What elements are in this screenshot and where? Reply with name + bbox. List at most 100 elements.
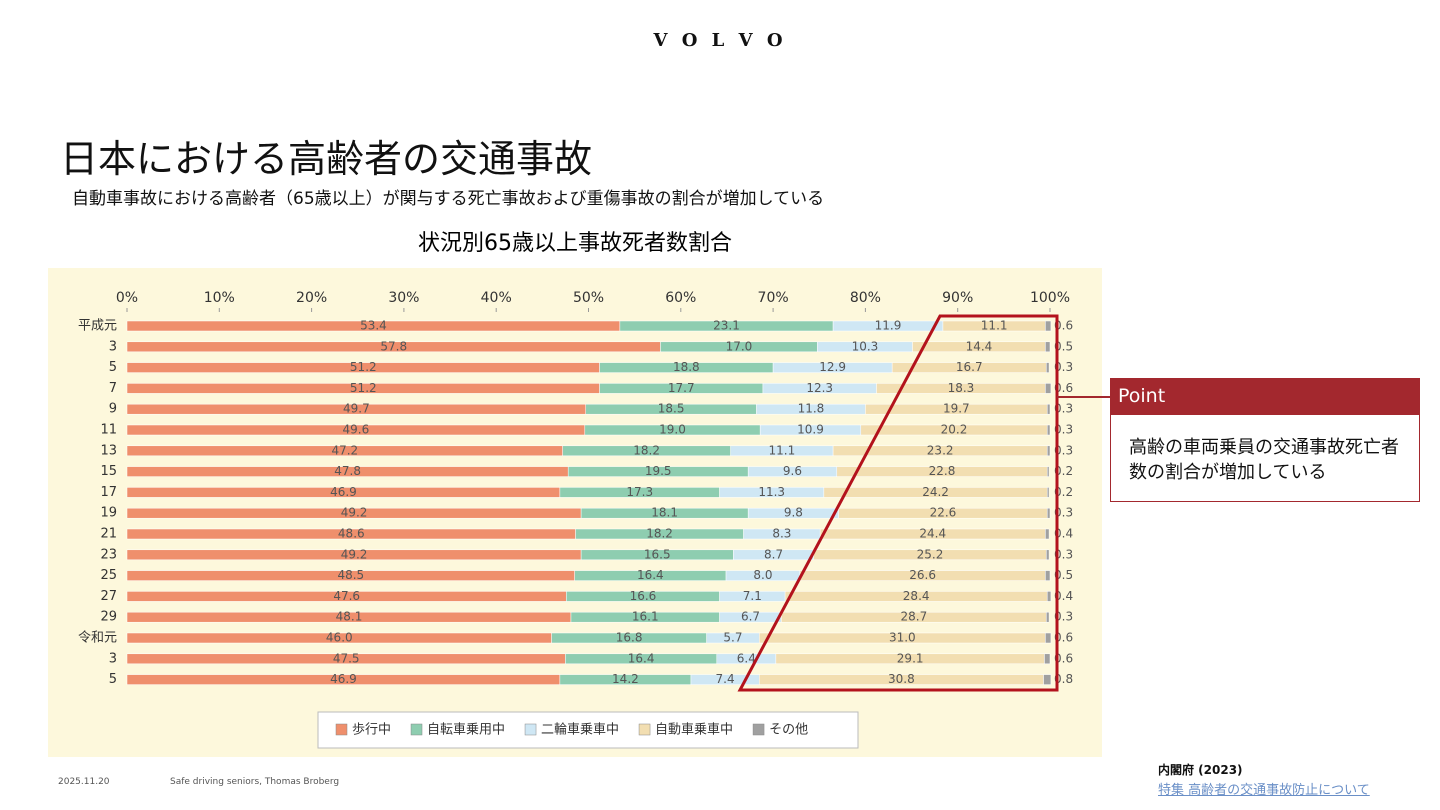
data-label: 17.7 bbox=[668, 381, 695, 395]
data-label: 57.8 bbox=[380, 339, 407, 353]
y-tick-label: 5 bbox=[109, 672, 117, 687]
data-label: 22.6 bbox=[930, 506, 957, 520]
data-label: 49.2 bbox=[341, 506, 368, 520]
plot: 0% 10% 20% 30% 40% 50% 60% 70% 80% 90% 100% 平成元 53.4… bbox=[78, 290, 1073, 738]
highlight-outline bbox=[737, 314, 1059, 692]
x-tick-label: 70% bbox=[758, 290, 789, 306]
data-label: 17.3 bbox=[626, 485, 653, 499]
legend-swatch bbox=[752, 723, 765, 736]
x-tick-label: 40% bbox=[481, 290, 512, 306]
legend-label: その他 bbox=[769, 723, 808, 738]
data-label: 0.4 bbox=[1054, 527, 1073, 541]
bar-segment bbox=[1045, 632, 1052, 644]
data-label: 18.2 bbox=[646, 527, 673, 541]
data-label: 20.2 bbox=[941, 423, 968, 437]
data-label: 25.2 bbox=[917, 547, 944, 561]
x-tick-label: 80% bbox=[850, 290, 881, 306]
data-label: 49.6 bbox=[343, 423, 370, 437]
legend-label: 自動車乗車中 bbox=[655, 723, 733, 738]
data-label: 18.8 bbox=[673, 360, 700, 374]
data-label: 8.3 bbox=[772, 527, 791, 541]
legend-swatch bbox=[335, 723, 348, 736]
legend-label: 二輪車乗車中 bbox=[541, 722, 619, 738]
slide-subtitle: 自動車事故における高齢者（65歳以上）が関与する死亡事故および重傷事故の割合が増… bbox=[72, 189, 825, 209]
bar-segment bbox=[1045, 528, 1050, 540]
slide-title: 日本における高齢者の交通事故 bbox=[60, 137, 593, 181]
data-label: 5.7 bbox=[723, 631, 742, 645]
data-label: 17.0 bbox=[726, 339, 753, 353]
y-tick-label: 19 bbox=[100, 506, 117, 521]
data-label: 28.7 bbox=[900, 610, 927, 624]
x-tick-label: 60% bbox=[665, 290, 696, 306]
x-tick-label: 0% bbox=[116, 290, 138, 306]
data-label: 24.2 bbox=[922, 485, 949, 499]
data-label: 23.1 bbox=[713, 319, 740, 333]
data-label: 16.8 bbox=[616, 631, 643, 645]
y-tick-label: 27 bbox=[100, 589, 117, 604]
data-label: 0.3 bbox=[1054, 547, 1073, 561]
data-label: 16.6 bbox=[630, 589, 657, 603]
bar-segment bbox=[1045, 341, 1051, 353]
data-label: 0.3 bbox=[1054, 506, 1073, 520]
y-tick-label: 7 bbox=[109, 381, 117, 396]
data-label: 0.6 bbox=[1054, 319, 1073, 333]
footer: Safe driving seniors, Thomas Broberg bbox=[170, 777, 340, 787]
data-label: 23.2 bbox=[927, 443, 954, 457]
bar-segment bbox=[1046, 403, 1051, 415]
x-tick-label: 20% bbox=[296, 290, 327, 306]
chart-title: 状況別65歳以上事故死者数割合 bbox=[418, 231, 732, 256]
data-label: 14.2 bbox=[612, 672, 639, 686]
y-tick-label: 平成元 bbox=[78, 319, 117, 334]
data-label: 0.5 bbox=[1054, 568, 1073, 582]
y-tick-label: 17 bbox=[100, 485, 117, 500]
data-label: 0.4 bbox=[1054, 589, 1073, 603]
data-label: 9.8 bbox=[784, 506, 803, 520]
data-label: 8.7 bbox=[764, 547, 783, 561]
data-label: 6.7 bbox=[741, 610, 760, 624]
x-tick-label: 100% bbox=[1030, 290, 1070, 306]
data-label: 0.3 bbox=[1054, 423, 1073, 437]
bar-segment bbox=[1045, 570, 1051, 581]
data-label: 0.3 bbox=[1054, 360, 1073, 374]
x-tick-label: 50% bbox=[573, 290, 604, 306]
y-tick-label: 23 bbox=[100, 547, 117, 562]
date: 2025.11.20 bbox=[58, 777, 110, 787]
data-label: 19.0 bbox=[659, 423, 686, 437]
data-label: 48.6 bbox=[338, 527, 365, 541]
bar-segment bbox=[1046, 611, 1050, 623]
data-label: 22.8 bbox=[929, 464, 956, 478]
y-tick-label: 3 bbox=[109, 339, 117, 354]
bar-segment bbox=[1046, 507, 1051, 519]
data-label: 18.3 bbox=[948, 381, 975, 395]
data-label: 28.4 bbox=[903, 589, 930, 603]
data-label: 0.6 bbox=[1054, 381, 1073, 395]
source-link[interactable]: 特集 高齢者の交通事故防止について bbox=[1158, 783, 1370, 798]
bar-segment bbox=[1046, 487, 1050, 498]
bar-segment bbox=[1046, 466, 1050, 477]
data-label: 14.4 bbox=[966, 339, 993, 353]
data-label: 7.4 bbox=[716, 672, 735, 686]
y-tick-label: 15 bbox=[100, 464, 117, 479]
data-label: 51.2 bbox=[350, 381, 377, 395]
data-label: 49.2 bbox=[341, 547, 368, 561]
y-tick-label: 3 bbox=[109, 651, 117, 666]
bar-segment bbox=[1045, 320, 1052, 332]
data-label: 18.2 bbox=[633, 443, 660, 457]
data-label: 0.6 bbox=[1054, 631, 1073, 645]
y-tick-label: 25 bbox=[100, 568, 117, 583]
y-tick-label: 9 bbox=[109, 402, 117, 417]
bar-segment bbox=[1043, 674, 1052, 685]
bar-segment bbox=[1046, 424, 1051, 436]
point-text: 高齢の車両乗員の交通事故死亡者数の割合が増加している bbox=[1110, 414, 1420, 502]
data-label: 11.9 bbox=[875, 319, 902, 333]
legend-swatch bbox=[410, 723, 423, 736]
x-tick-label: 90% bbox=[942, 290, 973, 306]
data-label: 0.8 bbox=[1054, 672, 1073, 686]
data-label: 29.1 bbox=[897, 651, 924, 665]
data-label: 12.3 bbox=[806, 381, 833, 395]
bar-segment bbox=[1046, 549, 1050, 561]
data-label: 48.1 bbox=[336, 610, 363, 624]
data-label: 16.5 bbox=[644, 547, 671, 561]
data-label: 0.3 bbox=[1054, 443, 1073, 457]
